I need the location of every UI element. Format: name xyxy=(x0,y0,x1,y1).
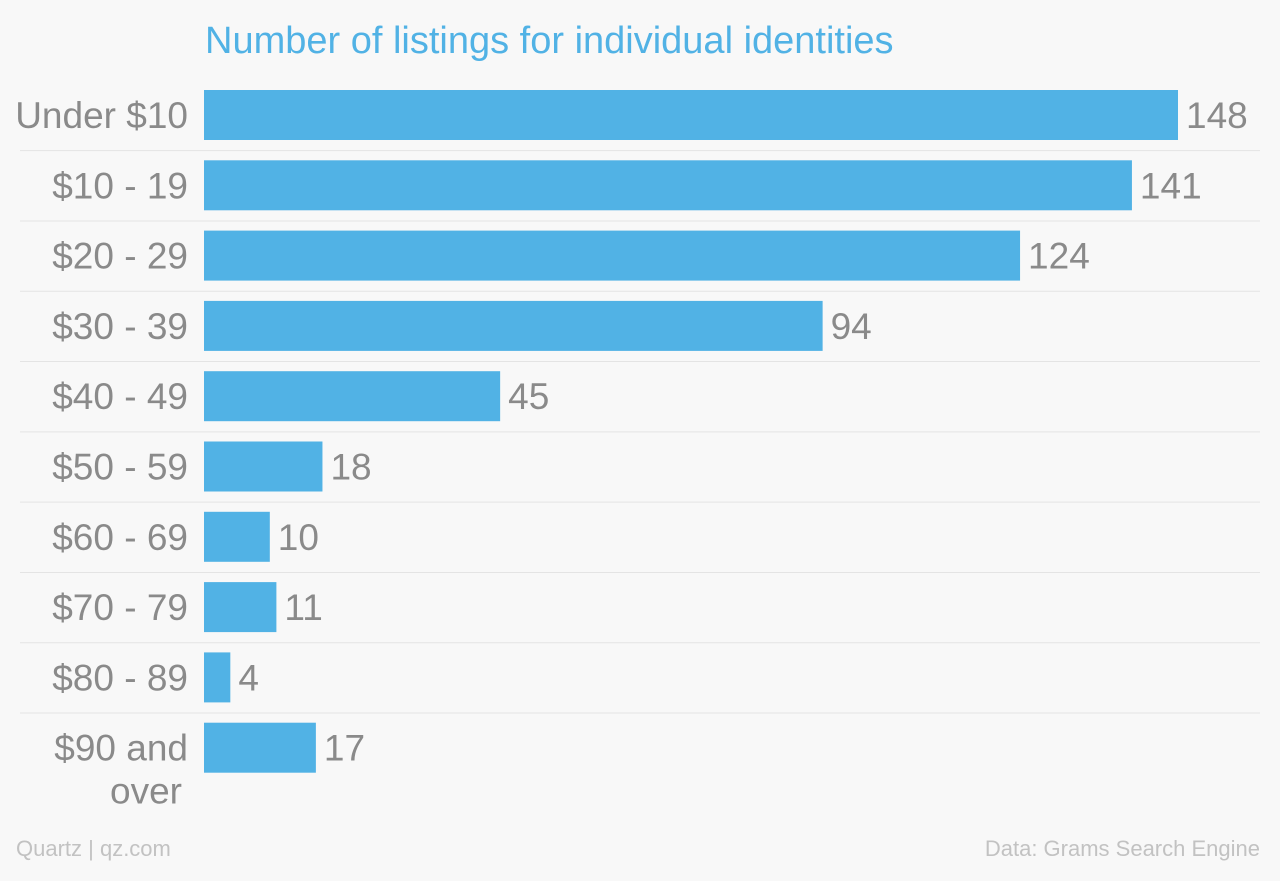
bar-6 xyxy=(204,511,270,562)
bar-9 xyxy=(204,722,316,773)
bar-0 xyxy=(204,90,1178,140)
value-label-2: 124 xyxy=(1028,236,1090,277)
bar-4 xyxy=(204,371,501,422)
bar-3 xyxy=(204,300,823,351)
category-label-7: $70 - 79 xyxy=(52,587,188,628)
value-label-0: 148 xyxy=(1186,95,1248,136)
source-credit: Quartz | qz.com xyxy=(16,836,171,861)
category-label-9: $90 and over xyxy=(54,728,188,812)
bar-2 xyxy=(204,230,1021,281)
value-label-9: 17 xyxy=(324,728,365,769)
value-label-5: 18 xyxy=(330,447,371,488)
category-label-1: $10 - 19 xyxy=(52,165,188,206)
bar-8 xyxy=(204,652,231,703)
bar-7 xyxy=(204,582,277,633)
bar-1 xyxy=(204,160,1132,211)
category-label-8: $80 - 89 xyxy=(52,657,188,698)
data-source: Data: Grams Search Engine xyxy=(984,836,1260,861)
value-label-3: 94 xyxy=(831,306,872,347)
value-label-4: 45 xyxy=(508,376,549,417)
category-label-5: $50 - 59 xyxy=(52,447,188,488)
bar-5 xyxy=(204,441,323,492)
value-label-1: 141 xyxy=(1140,165,1202,206)
category-label-2: $20 - 29 xyxy=(52,236,188,277)
category-label-6: $60 - 69 xyxy=(52,517,188,558)
category-label-0: Under $10 xyxy=(15,95,188,136)
value-label-6: 10 xyxy=(278,517,319,558)
category-label-4: $40 - 49 xyxy=(52,376,188,417)
value-label-8: 4 xyxy=(238,657,259,698)
category-label-3: $30 - 39 xyxy=(52,306,188,347)
value-label-7: 11 xyxy=(284,587,322,628)
chart-title: Number of listings for individual identi… xyxy=(205,20,894,62)
